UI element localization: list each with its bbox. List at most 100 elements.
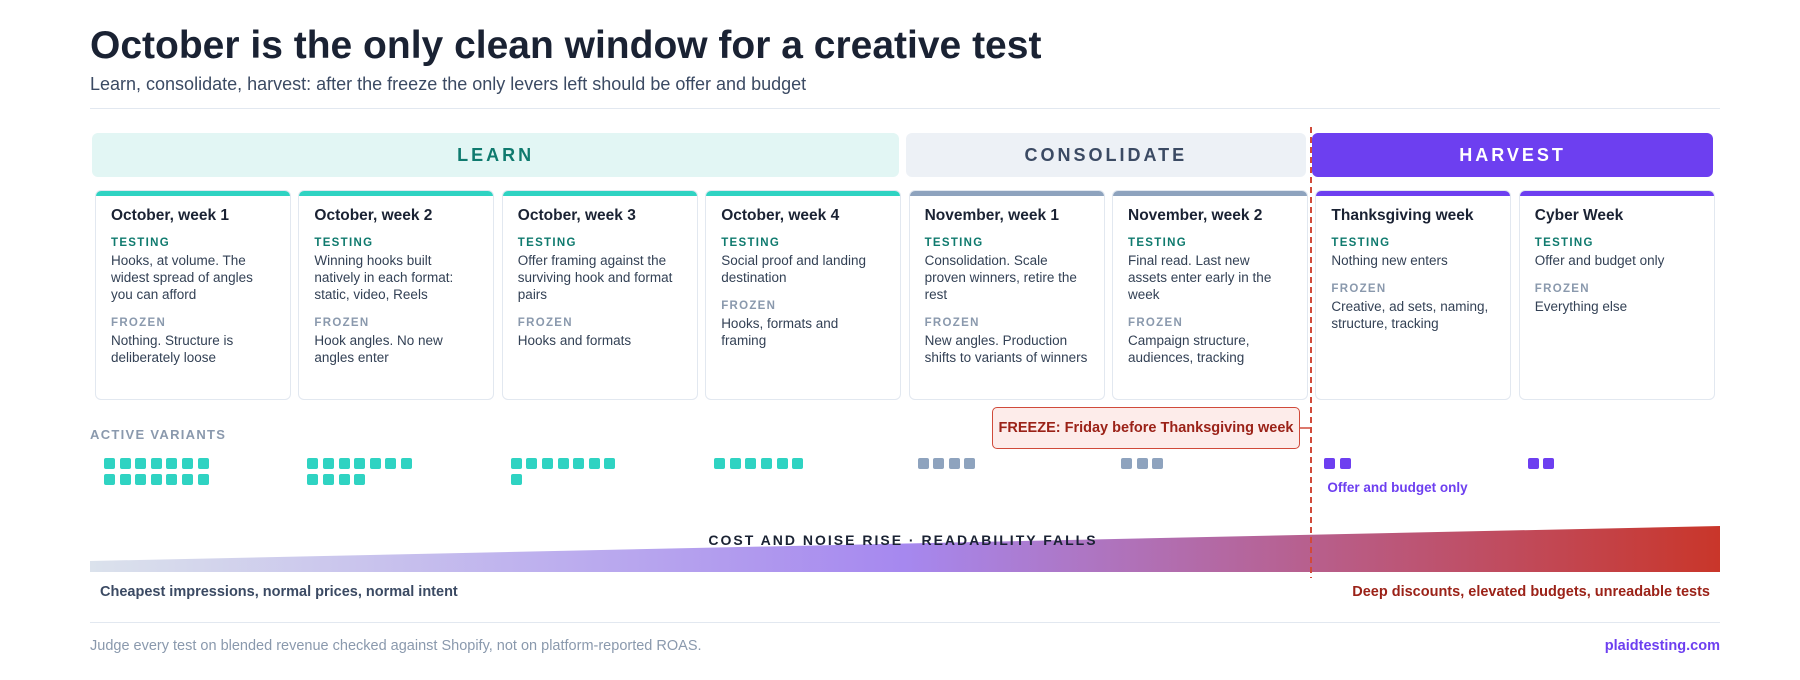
week-title: November, week 2: [1128, 207, 1263, 224]
variant-square: [776, 458, 788, 469]
variant-square: [104, 458, 115, 469]
variant-square: [526, 458, 538, 469]
variant-square: [1121, 458, 1132, 469]
variant-square: [573, 458, 585, 469]
variant-square: [182, 458, 193, 469]
variant-square: [792, 458, 804, 469]
week-title: November, week 1: [924, 207, 1060, 224]
week-card: November, week 2 TESTING Final read. Last …: [1112, 190, 1308, 400]
frozen-label: FROZEN: [1534, 283, 1590, 295]
title: October is the only clean window for a c…: [90, 24, 1042, 67]
week-title: October, week 1: [111, 207, 230, 224]
frozen-label: FROZEN: [1331, 283, 1387, 295]
frozen-text: Campaign structure, audiences, tracking: [1128, 333, 1250, 365]
testing-text: Offer framing against the surviving hook…: [517, 253, 673, 302]
phase-bar: [1316, 191, 1511, 196]
variant-square: [119, 473, 131, 485]
variant-square: [322, 473, 334, 485]
week-card: November, week 1 TESTING Consolidation. Sc…: [908, 190, 1105, 400]
variant-square: [760, 458, 772, 469]
variant-square: [307, 458, 319, 469]
frozen-text: New angles. Production shifts to variant…: [924, 333, 1088, 365]
testing-text: Social proof and landing destination: [721, 253, 867, 285]
variant-square: [354, 473, 366, 485]
week-card: October, week 4 TESTING Social proof and l…: [705, 190, 902, 400]
variant-square: [182, 473, 193, 485]
variant-square: [166, 458, 178, 469]
testing-label: TESTING: [1128, 237, 1187, 249]
variant-square: [541, 458, 553, 469]
freeze-label: FREEZE: Friday before Thanksgiving week: [992, 407, 1300, 449]
variant-group: [510, 458, 631, 488]
variant-square: [135, 458, 147, 469]
variant-square: [964, 458, 976, 469]
phase-bar: [96, 191, 290, 196]
variant-group: [1324, 458, 1444, 488]
phase-bar: [706, 191, 901, 196]
variant-square: [510, 473, 522, 485]
week-title: Thanksgiving week: [1331, 207, 1474, 224]
week-title: October, week 3: [517, 207, 636, 224]
variant-square: [119, 458, 131, 469]
variant-square: [1152, 458, 1164, 469]
divider: [90, 622, 1720, 623]
phase-header: CONSOLIDATE: [905, 133, 1306, 177]
week-title: October, week 4: [721, 207, 840, 224]
variant-square: [166, 473, 178, 485]
phase-header: HARVEST: [1312, 133, 1713, 177]
week-card: October, week 3 TESTING Offer framing agai…: [501, 190, 698, 400]
frozen-text: Creative, ad sets, naming, structure, tr…: [1331, 299, 1489, 331]
variant-square: [917, 458, 929, 469]
frozen-text: Hook angles. No new angles enter: [314, 333, 443, 365]
variant-square: [135, 473, 147, 485]
variant-group: [104, 458, 224, 488]
frozen-text: Hooks, formats and framing: [721, 316, 839, 348]
variants-label: ACTIVE VARIANTS: [90, 427, 227, 442]
testing-text: Consolidation. Scale proven winners, ret…: [924, 253, 1077, 302]
gradient-right: Deep discounts, elevated budgets, unread…: [1352, 584, 1710, 600]
frozen-label: FROZEN: [1128, 317, 1184, 329]
variant-group: [1527, 458, 1648, 488]
week-card: October, week 2 TESTING Winning hooks buil…: [298, 190, 495, 400]
phase-bar: [909, 191, 1104, 196]
testing-label: TESTING: [111, 237, 170, 249]
divider: [90, 108, 1720, 109]
subtitle: Learn, consolidate, harvest: after the f…: [90, 74, 807, 94]
testing-label: TESTING: [314, 237, 374, 249]
frozen-text: Hooks and formats: [517, 333, 632, 348]
variant-square: [948, 458, 960, 469]
testing-text: Winning hooks built natively in each for…: [314, 253, 454, 302]
week-card: October, week 1 TESTING Hooks, at volume. …: [95, 190, 291, 400]
frozen-label: FROZEN: [314, 317, 370, 329]
variant-square: [729, 458, 741, 469]
variant-square: [933, 458, 945, 469]
variant-square: [338, 473, 350, 485]
phase-header: LEARN: [92, 133, 900, 177]
variant-square: [400, 458, 412, 469]
variant-note: Offer and budget only: [1327, 480, 1468, 495]
variant-group: [917, 458, 1038, 488]
testing-label: TESTING: [924, 237, 984, 249]
variant-square: [385, 458, 397, 469]
testing-text: Final read. Last new assets enter early …: [1128, 253, 1272, 302]
testing-text: Hooks, at volume. The widest spread of a…: [111, 253, 253, 302]
variant-square: [1527, 458, 1539, 469]
variant-square: [745, 458, 757, 469]
variant-square: [369, 458, 381, 469]
phase-bar: [502, 191, 697, 196]
frozen-text: Nothing. Structure is deliberately loose: [111, 333, 234, 365]
phase-bar: [1113, 191, 1307, 196]
variant-square: [354, 458, 366, 469]
footer-source: plaidtesting.com: [1604, 638, 1720, 654]
footer-note: Judge every test on blended revenue chec…: [90, 638, 702, 654]
testing-label: TESTING: [1534, 237, 1594, 249]
gradient-label: COST AND NOISE RISE · READABILITY FALLS: [708, 532, 1098, 548]
variant-square: [197, 473, 209, 485]
variant-square: [197, 458, 209, 469]
variant-square: [1324, 458, 1336, 469]
variant-square: [1136, 458, 1148, 469]
testing-text: Offer and budget only: [1534, 253, 1665, 268]
variant-square: [510, 458, 522, 469]
